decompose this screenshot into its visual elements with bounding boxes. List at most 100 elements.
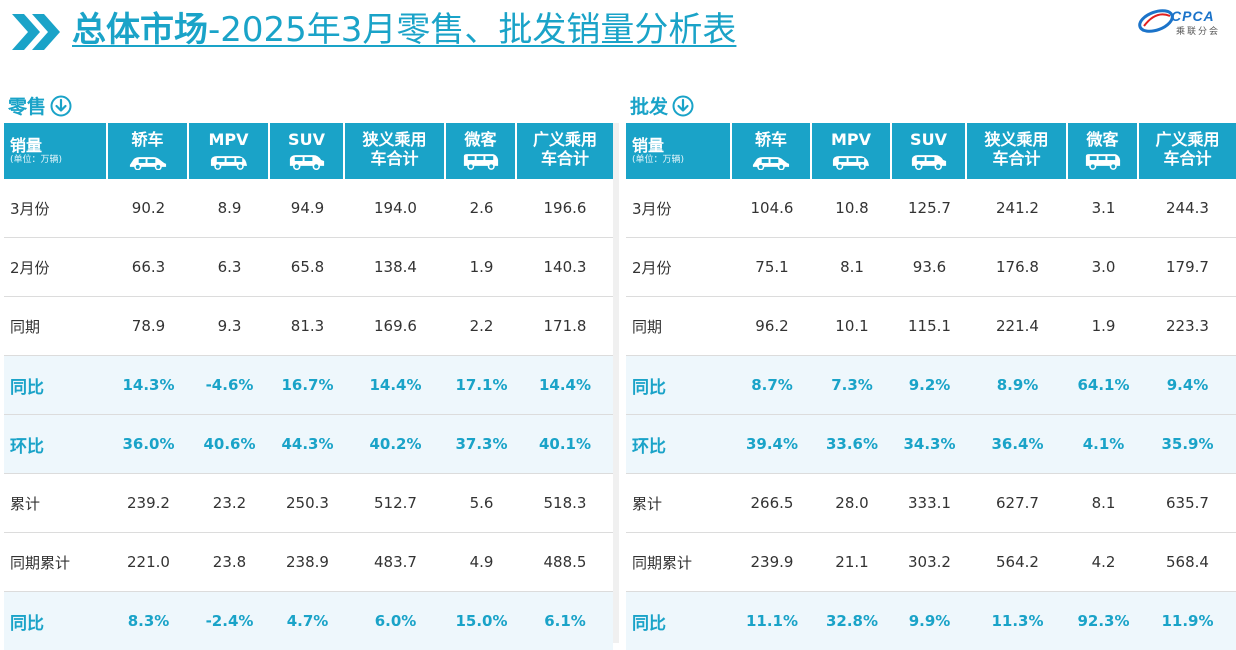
table-cell: 6.0% bbox=[345, 592, 446, 650]
table-cell: 92.3% bbox=[1068, 592, 1139, 650]
row-label: 累计 bbox=[626, 474, 732, 533]
row-label: 3月份 bbox=[4, 179, 108, 238]
table-row: 同期 96.2 10.1 115.1 221.4 1.9 223.3 bbox=[626, 297, 1236, 356]
column-header-label: 广义乘用 车合计 bbox=[1155, 130, 1220, 168]
sedan-car-icon bbox=[129, 157, 166, 170]
table-cell: 518.3 bbox=[517, 474, 613, 533]
table-cell: 9.4% bbox=[1139, 356, 1236, 415]
microvan-car-icon bbox=[463, 154, 498, 170]
table-cell: 90.2 bbox=[108, 179, 189, 238]
table-cell: 241.2 bbox=[967, 179, 1068, 238]
row-label: 同期累计 bbox=[4, 533, 108, 592]
table-cell: 483.7 bbox=[345, 533, 446, 592]
logo-subtext: 乘联分会 bbox=[1176, 27, 1221, 37]
column-header-label: SUV bbox=[288, 130, 325, 149]
table-cell: 239.2 bbox=[108, 474, 189, 533]
table-cell: 14.4% bbox=[517, 356, 613, 415]
table-cell: 40.2% bbox=[345, 415, 446, 474]
table-cell: 3.1 bbox=[1068, 179, 1139, 238]
table-cell: 244.3 bbox=[1139, 179, 1236, 238]
table-row: 3月份 104.6 10.8 125.7 241.2 3.1 244.3 bbox=[626, 179, 1236, 238]
wholesale-col-header: 广义乘用 车合计 bbox=[1139, 123, 1236, 179]
table-row: 同比 8.3% -2.4% 4.7% 6.0% 15.0% 6.1% bbox=[4, 592, 613, 650]
retail-col-header: 广义乘用 车合计 bbox=[517, 123, 613, 179]
table-cell: 78.9 bbox=[108, 297, 189, 356]
table-cell: 4.7% bbox=[270, 592, 345, 650]
table-cell: 64.1% bbox=[1068, 356, 1139, 415]
column-header-label: 微客 bbox=[464, 130, 497, 149]
table-row: 3月份 90.2 8.9 94.9 194.0 2.6 196.6 bbox=[4, 179, 613, 238]
table-cell: 138.4 bbox=[345, 238, 446, 297]
retail-header-row: 销量 (单位：万辆) 轿车 MPV SUV 狭义乘用 车合计 微客 广义乘用 车合计 bbox=[4, 123, 613, 179]
row-label: 同比 bbox=[626, 592, 732, 650]
arrow-down-circle-icon bbox=[672, 95, 694, 116]
table-cell: 239.9 bbox=[732, 533, 812, 592]
table-row: 2月份 75.1 8.1 93.6 176.8 3.0 179.7 bbox=[626, 238, 1236, 297]
table-cell: 303.2 bbox=[892, 533, 967, 592]
table-cell: 28.0 bbox=[812, 474, 892, 533]
table-cell: 8.7% bbox=[732, 356, 812, 415]
wholesale-col-header: SUV bbox=[892, 123, 967, 179]
table-cell: 23.8 bbox=[189, 533, 270, 592]
table-cell: 17.1% bbox=[446, 356, 517, 415]
wholesale-header-row: 销量 (单位：万辆) 轿车 MPV SUV 狭义乘用 车合计 微客 广义乘用 车合计 bbox=[626, 123, 1236, 179]
table-row: 同比 14.3% -4.6% 16.7% 14.4% 17.1% 14.4% bbox=[4, 356, 613, 415]
table-cell: 179.7 bbox=[1139, 238, 1236, 297]
table-row: 累计 266.5 28.0 333.1 627.7 8.1 635.7 bbox=[626, 474, 1236, 533]
table-cell: 8.9 bbox=[189, 179, 270, 238]
table-row: 同比 8.7% 7.3% 9.2% 8.9% 64.1% 9.4% bbox=[626, 356, 1236, 415]
table-cell: 3.0 bbox=[1068, 238, 1139, 297]
table-cell: 34.3% bbox=[892, 415, 967, 474]
table-cell: 5.6 bbox=[446, 474, 517, 533]
table-cell: 94.9 bbox=[270, 179, 345, 238]
page-title-sub: -2025年3月零售、批发销量分析表 bbox=[208, 10, 737, 50]
table-cell: 1.9 bbox=[446, 238, 517, 297]
row-label: 同比 bbox=[626, 356, 732, 415]
table-cell: 104.6 bbox=[732, 179, 812, 238]
retail-col-header: 狭义乘用 车合计 bbox=[345, 123, 446, 179]
table-cell: 8.9% bbox=[967, 356, 1068, 415]
arrow-down-circle-icon bbox=[50, 95, 72, 116]
row-label: 环比 bbox=[626, 415, 732, 474]
row-label: 同期累计 bbox=[626, 533, 732, 592]
table-cell: 512.7 bbox=[345, 474, 446, 533]
mpv-car-icon bbox=[210, 156, 247, 170]
table-cell: 2.6 bbox=[446, 179, 517, 238]
table-cell: 10.1 bbox=[812, 297, 892, 356]
table-cell: 140.3 bbox=[517, 238, 613, 297]
wholesale-section-label: 批发 bbox=[630, 96, 669, 118]
column-header-label: 微客 bbox=[1086, 130, 1119, 149]
table-cell: 635.7 bbox=[1139, 474, 1236, 533]
table-cell: 81.3 bbox=[270, 297, 345, 356]
retail-table-panel: 销量 (单位：万辆) 轿车 MPV SUV 狭义乘用 车合计 微客 广义乘用 车合计 3月份 9… bbox=[4, 123, 613, 650]
table-cell: 40.1% bbox=[517, 415, 613, 474]
cpca-logo-icon bbox=[1138, 9, 1174, 33]
table-cell: 33.6% bbox=[812, 415, 892, 474]
table-cell: 14.4% bbox=[345, 356, 446, 415]
table-cell: 9.9% bbox=[892, 592, 967, 650]
table-cell: 488.5 bbox=[517, 533, 613, 592]
table-cell: 15.0% bbox=[446, 592, 517, 650]
wholesale-table-panel: 销量 (单位：万辆) 轿车 MPV SUV 狭义乘用 车合计 微客 广义乘用 车合计 3月份 1… bbox=[626, 123, 1236, 650]
section-divider bbox=[613, 123, 619, 643]
table-cell: 627.7 bbox=[967, 474, 1068, 533]
table-cell: 65.8 bbox=[270, 238, 345, 297]
sedan-car-icon bbox=[752, 157, 790, 170]
row-label: 2月份 bbox=[626, 238, 732, 297]
table-cell: 221.4 bbox=[967, 297, 1068, 356]
table-cell: 44.3% bbox=[270, 415, 345, 474]
table-cell: 568.4 bbox=[1139, 533, 1236, 592]
retail-section-label: 零售 bbox=[8, 96, 47, 118]
title-chevron-icon bbox=[12, 14, 60, 50]
row-label: 环比 bbox=[4, 415, 108, 474]
table-row: 累计 239.2 23.2 250.3 512.7 5.6 518.3 bbox=[4, 474, 613, 533]
column-header-label: 销量 bbox=[632, 136, 665, 155]
table-cell: 16.7% bbox=[270, 356, 345, 415]
table-row: 同期累计 239.9 21.1 303.2 564.2 4.2 568.4 bbox=[626, 533, 1236, 592]
row-label: 3月份 bbox=[626, 179, 732, 238]
wholesale-col-header: 销量 (单位：万辆) bbox=[626, 123, 732, 179]
table-cell: 11.3% bbox=[967, 592, 1068, 650]
unit-note: (单位：万辆) bbox=[632, 155, 685, 165]
table-row: 环比 36.0% 40.6% 44.3% 40.2% 37.3% 40.1% bbox=[4, 415, 613, 474]
column-header-label: MPV bbox=[830, 130, 872, 149]
